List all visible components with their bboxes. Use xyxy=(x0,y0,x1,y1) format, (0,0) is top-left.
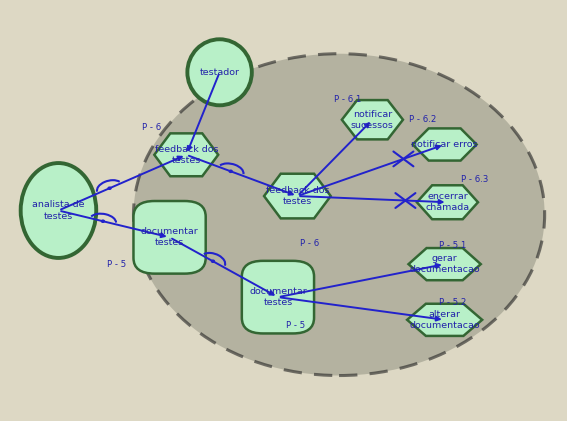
Text: P - 6.3: P - 6.3 xyxy=(462,175,489,184)
Text: encerrar
chamada: encerrar chamada xyxy=(425,192,469,212)
Text: analista de
testes: analista de testes xyxy=(32,200,84,221)
Text: notificar erros: notificar erros xyxy=(412,140,478,149)
Circle shape xyxy=(229,170,232,172)
FancyBboxPatch shape xyxy=(242,261,314,333)
Circle shape xyxy=(108,187,111,189)
Text: feedback dos
testes: feedback dos testes xyxy=(266,186,329,206)
Polygon shape xyxy=(264,174,331,218)
Text: P - 5: P - 5 xyxy=(286,321,306,330)
Ellipse shape xyxy=(133,54,545,376)
Circle shape xyxy=(211,260,214,262)
Polygon shape xyxy=(342,100,403,139)
Text: documentar
testes: documentar testes xyxy=(249,287,307,307)
Polygon shape xyxy=(417,185,478,219)
Text: documentar
testes: documentar testes xyxy=(141,227,198,248)
Text: P - 5.2: P - 5.2 xyxy=(439,298,467,307)
Polygon shape xyxy=(413,128,477,160)
Ellipse shape xyxy=(20,163,96,258)
Polygon shape xyxy=(409,248,481,280)
Text: notificar
sucessos: notificar sucessos xyxy=(351,110,394,130)
Text: gerar
documentacao: gerar documentacao xyxy=(409,254,480,274)
Text: alterar
documentacao: alterar documentacao xyxy=(409,310,480,330)
Text: P - 6.2: P - 6.2 xyxy=(408,115,436,124)
FancyBboxPatch shape xyxy=(133,201,206,274)
Text: P - 6: P - 6 xyxy=(142,123,161,133)
Text: P - 5: P - 5 xyxy=(107,261,126,269)
Text: testador: testador xyxy=(200,68,240,77)
Text: P - 5.1: P - 5.1 xyxy=(439,241,467,250)
Polygon shape xyxy=(154,133,218,176)
Text: P - 6: P - 6 xyxy=(300,239,319,248)
Circle shape xyxy=(101,220,104,222)
Text: feedback dos
testes: feedback dos testes xyxy=(155,145,218,165)
Text: P - 6.1: P - 6.1 xyxy=(333,95,361,104)
Ellipse shape xyxy=(187,39,252,105)
Polygon shape xyxy=(407,304,482,336)
